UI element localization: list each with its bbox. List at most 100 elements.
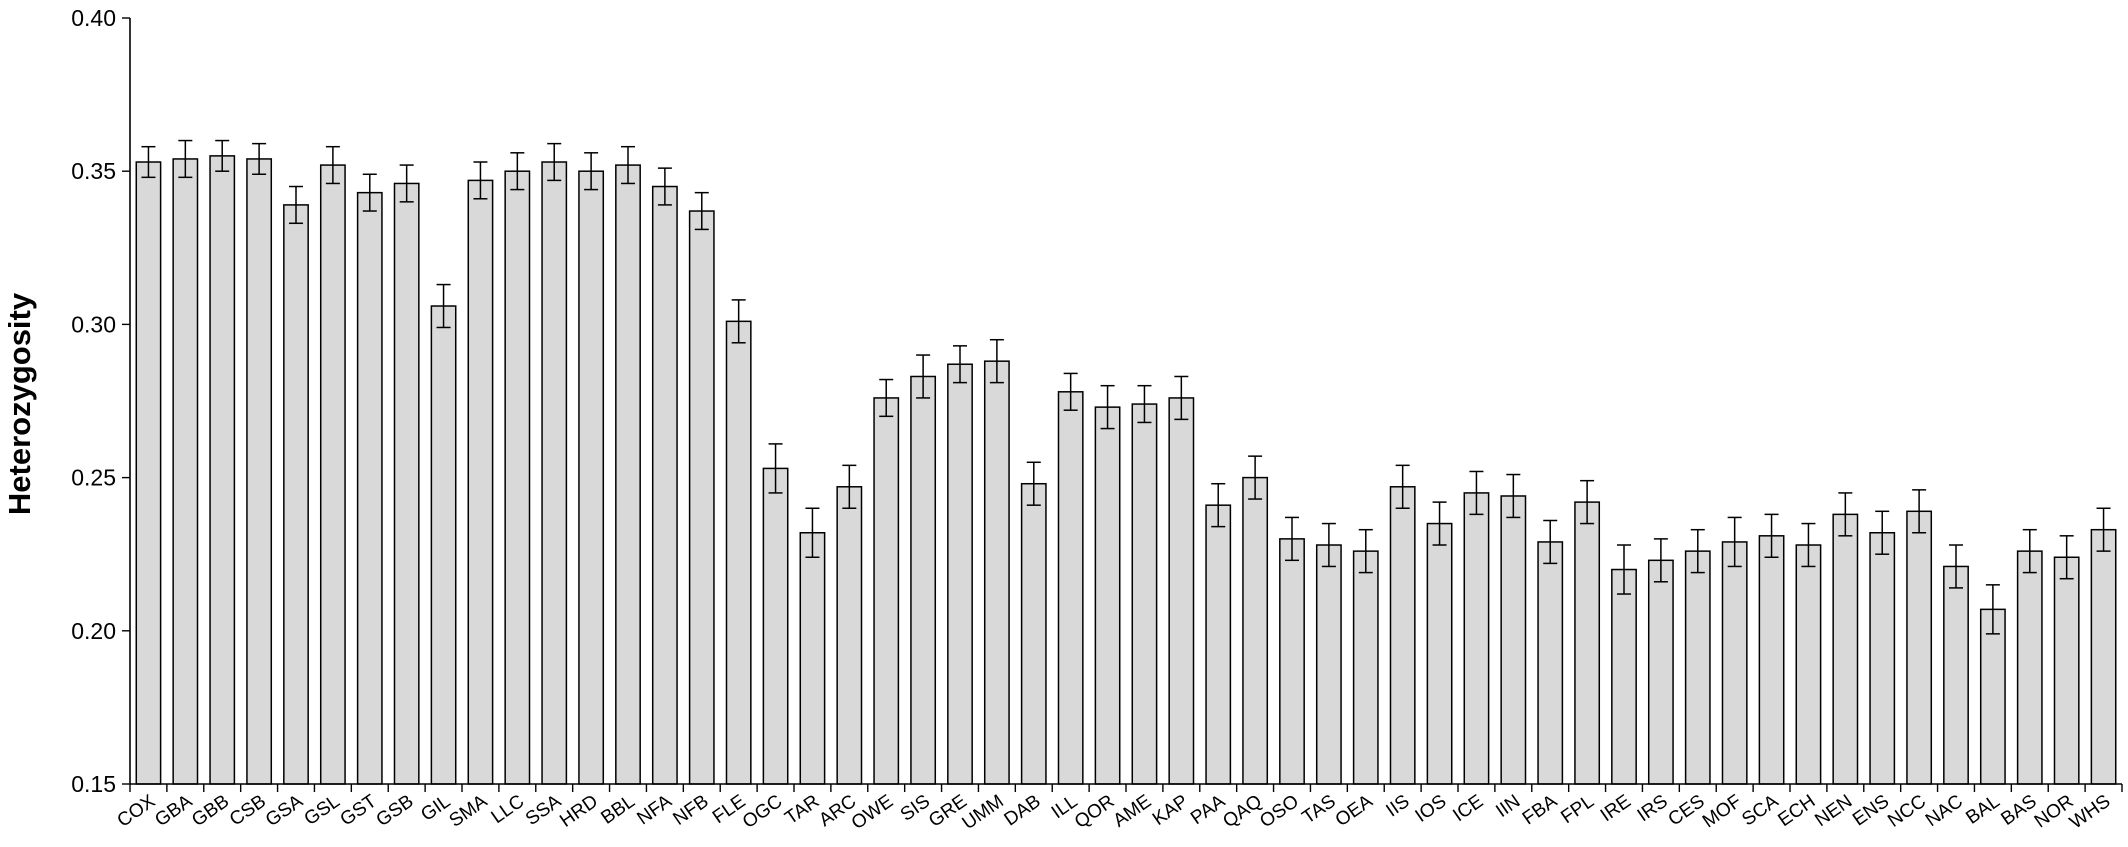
bars (135, 139, 2117, 785)
x-tick-label: NCC (1884, 791, 1930, 832)
bar-ogc (762, 467, 789, 785)
bar-nfb (688, 210, 715, 785)
bar-iis (1389, 486, 1416, 785)
x-tick-label: LLC (488, 791, 529, 828)
bar-ssa (541, 161, 568, 785)
x-tick-label: GBA (151, 791, 196, 831)
x-tick-label: COX (114, 791, 160, 832)
x-tick-label: ECH (1774, 791, 1819, 831)
bar-ill (1057, 391, 1084, 785)
bar-sca (1758, 535, 1785, 785)
bar-gsa (283, 204, 309, 785)
x-tick-label: SCA (1738, 791, 1782, 831)
x-tick-label: CES (1665, 791, 1709, 831)
x-tick-label: ICE (1449, 791, 1487, 826)
x-tick-label: GSA (262, 791, 307, 831)
x-tick-label: BBL (597, 791, 638, 829)
x-tick-label: OWE (848, 791, 897, 834)
x-tick-label: QAQ (1219, 791, 1266, 832)
bar-kap (1168, 397, 1195, 785)
x-tick-label: AME (1110, 791, 1156, 832)
bar-ces (1684, 550, 1711, 785)
x-tick-label: GSL (301, 791, 344, 830)
bar-gre (947, 363, 973, 785)
bar-nor (2053, 556, 2080, 785)
x-tick-label: OSO (1256, 791, 1303, 832)
bar-umm (983, 360, 1010, 785)
bar-whs (2090, 528, 2117, 785)
x-tick-label: IIS (1382, 791, 1413, 822)
bar-gba (172, 158, 199, 785)
bar-gsb (393, 182, 420, 785)
x-tick-label: BAL (1962, 791, 2003, 829)
x-tick-label: MOF (1699, 791, 1746, 832)
bar-arc (836, 486, 863, 785)
x-tick-label: IRE (1597, 791, 1635, 826)
x-tick-label: WHS (2066, 791, 2114, 834)
x-tick-label: NOR (2031, 791, 2078, 832)
bar-gst (356, 191, 383, 785)
x-tick-label: KAP (1149, 791, 1192, 830)
bar-gil (430, 305, 457, 785)
bar-ice (1463, 492, 1490, 785)
x-tick-label: IOS (1412, 791, 1451, 827)
bar-fpl (1574, 501, 1601, 785)
bar-ens (1869, 532, 1896, 785)
y-tick-label: 0.20 (71, 618, 116, 644)
bar-tar (799, 532, 826, 785)
y-tick-label: 0.40 (71, 5, 116, 31)
bar-bas (2016, 550, 2043, 785)
bar-fba (1537, 541, 1564, 785)
y-tick-label: 0.15 (71, 771, 116, 797)
x-tick-label: OEA (1332, 791, 1377, 831)
x-tick-label: GBB (188, 791, 233, 831)
bar-gsl (319, 164, 346, 785)
bar-owe (873, 397, 900, 785)
bar-irs (1647, 559, 1674, 785)
x-tick-label: OGC (739, 791, 786, 833)
bar-qaq (1242, 476, 1269, 785)
y-tick-label: 0.30 (71, 311, 116, 337)
bar-csb (246, 158, 273, 785)
x-tick-label: GSB (373, 791, 418, 831)
bar-qor (1094, 406, 1121, 785)
x-tick-label: HRD (556, 791, 602, 832)
bar-nac (1943, 565, 1969, 785)
bar-paa (1205, 504, 1232, 785)
bar-ire (1611, 568, 1637, 785)
bar-ech (1795, 544, 1822, 785)
bar-mof (1721, 541, 1748, 785)
bar-llc (504, 170, 531, 785)
x-tick-label: IIN (1492, 791, 1524, 822)
bar-gbb (209, 155, 236, 785)
x-tick-label: QOR (1071, 791, 1118, 833)
bar-ios (1426, 522, 1453, 785)
x-tick-label: GST (337, 791, 381, 831)
bar-cox (135, 161, 162, 785)
bar-sis (910, 375, 937, 785)
x-tick-label: TAR (781, 791, 823, 829)
x-tick-label: NEN (1811, 791, 1856, 831)
x-tick-label: IRS (1634, 791, 1672, 826)
bar-iin (1500, 495, 1527, 785)
x-tick-label: PAA (1187, 791, 1229, 829)
x-tick-label: CSB (226, 791, 270, 831)
x-tick-label: FBA (1519, 791, 1562, 830)
bar-oso (1279, 538, 1305, 785)
x-tick-label: FPL (1557, 791, 1598, 828)
bar-hrd (578, 170, 605, 785)
x-tick-label: SMA (446, 791, 492, 832)
x-tick-label: NAC (1922, 791, 1967, 831)
x-tick-label: TAS (1299, 791, 1340, 829)
bar-sma (467, 179, 494, 785)
bar-fle (725, 320, 752, 785)
bar-dab (1020, 482, 1047, 785)
bar-oea (1352, 550, 1379, 785)
bar-tas (1315, 544, 1342, 785)
bar-nen (1832, 513, 1859, 785)
y-tick-label: 0.35 (71, 158, 116, 184)
bar-nfa (651, 185, 678, 785)
